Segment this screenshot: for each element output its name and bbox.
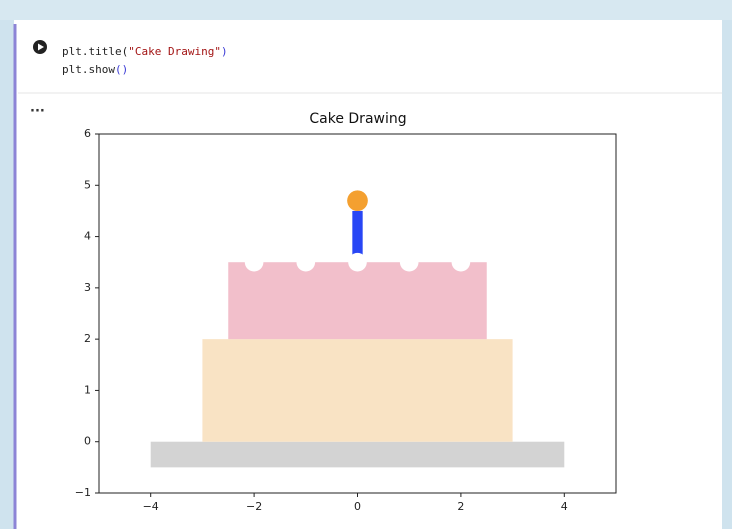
code-token: plt.show (62, 63, 115, 76)
shape-rect (228, 262, 487, 340)
shape-circle (348, 252, 367, 272)
code-line: plt.title("Cake Drawing") (62, 45, 228, 58)
y-tick-label: 1 (84, 383, 91, 396)
axes-frame (98, 133, 617, 494)
y-tick-label: 6 (84, 127, 91, 140)
run-button[interactable] (33, 40, 47, 54)
shape-rect (202, 339, 513, 442)
code-line: plt.show() (62, 63, 128, 76)
y-tick-label: 4 (84, 230, 91, 243)
x-tick-label: 0 (354, 500, 361, 513)
y-tick-label: 2 (84, 332, 91, 345)
run-icon-arrow[interactable] (38, 43, 44, 51)
x-tick-label: 4 (561, 500, 568, 513)
y-tick-label: −1 (75, 486, 91, 499)
y-tick-label: 0 (84, 435, 91, 448)
plot: −4 −2 0 2 4 −1 0 1 2 3 4 5 6 (75, 127, 568, 513)
x-tick-label: −4 (143, 500, 159, 513)
shape-circle (347, 190, 368, 212)
shape-circle (451, 252, 471, 272)
shape-circle (296, 252, 316, 272)
output-marker[interactable]: ... (30, 101, 45, 116)
shape-circle (244, 252, 264, 272)
code-token: ) (221, 45, 228, 58)
x-tick-label: −2 (246, 500, 262, 513)
code-token: plt.title( (62, 45, 128, 58)
shape-circle (399, 252, 419, 272)
y-tick-label: 5 (84, 178, 91, 191)
shape-rect (352, 210, 363, 263)
chart-title: Cake Drawing (309, 111, 406, 127)
shape-rect (150, 441, 565, 468)
y-tick-label: 3 (84, 281, 91, 294)
x-tick-label: 2 (457, 500, 464, 513)
background-strip (0, 0, 732, 20)
code-string: "Cake Drawing" (128, 45, 221, 58)
code-token: () (115, 63, 128, 76)
